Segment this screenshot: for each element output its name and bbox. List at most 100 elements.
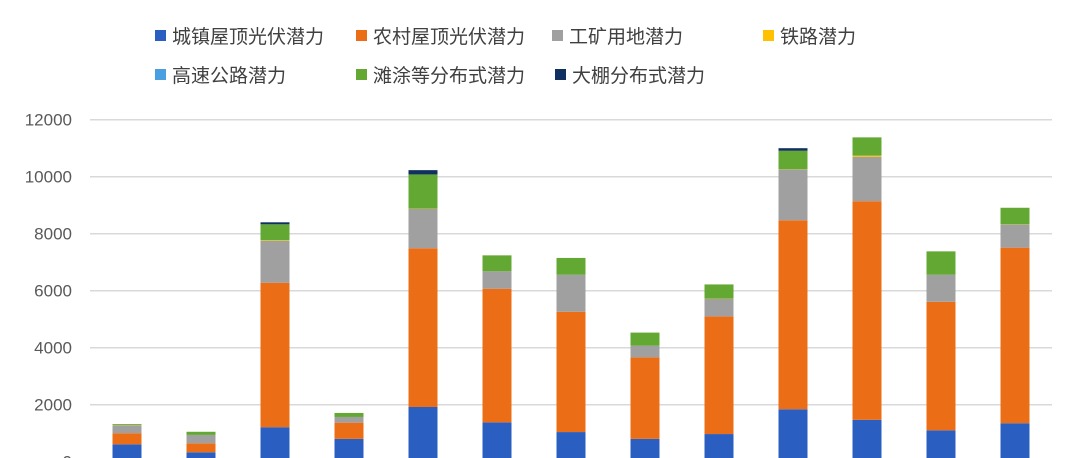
- y-tick-label: 0: [63, 453, 72, 458]
- bar-segment: [186, 431, 216, 435]
- y-tick-label: 6000: [34, 282, 72, 301]
- bar-segment: [778, 409, 808, 458]
- bar-segment: [112, 424, 142, 425]
- legend-item: 工矿用地潜力: [552, 26, 683, 48]
- bar-stack-12: [926, 251, 956, 458]
- bar-segment: [1000, 207, 1030, 225]
- bar-segment: [260, 282, 290, 428]
- y-tick-label: 4000: [34, 339, 72, 358]
- bar-segment: [482, 255, 512, 272]
- bar-segment: [852, 156, 882, 202]
- bar-segment: [926, 274, 956, 302]
- bar-segment: [852, 155, 882, 157]
- bar-segment: [408, 406, 438, 458]
- legend-item: 大棚分布式潜力: [555, 65, 705, 87]
- bar-segment: [926, 301, 956, 431]
- bar-segment: [556, 311, 586, 433]
- legend-label: 农村屋顶光伏潜力: [373, 26, 525, 48]
- bar-segment: [112, 444, 142, 458]
- bar-segment: [1000, 423, 1030, 458]
- bar-segment: [186, 443, 216, 453]
- bar-segment: [408, 248, 438, 407]
- legend-item: 高速公路潜力: [155, 65, 286, 87]
- bar-stack-2: [186, 431, 216, 458]
- bar-segment: [630, 357, 660, 439]
- bar-segment: [260, 240, 290, 283]
- legend-swatch: [552, 30, 563, 41]
- bar-stack-11: [852, 137, 882, 458]
- y-axis-ticks: 0 2000 4000 6000 8000 10000 12000: [25, 111, 72, 458]
- bar-segment: [556, 274, 586, 312]
- y-tick-label: 2000: [34, 396, 72, 415]
- legend-label: 城镇屋顶光伏潜力: [172, 26, 324, 48]
- legend-swatch: [155, 30, 166, 41]
- bar-stack-1: [112, 424, 142, 458]
- bar-segment: [556, 432, 586, 458]
- legend-label: 大棚分布式潜力: [572, 65, 705, 87]
- bar-segment: [630, 332, 660, 346]
- bar-segment: [482, 422, 512, 458]
- bar-segment: [704, 298, 734, 317]
- bar-segment: [630, 345, 660, 358]
- bar-segment: [112, 425, 142, 434]
- bar-segment: [778, 169, 808, 221]
- legend-label: 高速公路潜力: [172, 65, 286, 87]
- bar-stack-7: [556, 257, 586, 458]
- bar-segment: [482, 271, 512, 289]
- bar-segment: [926, 251, 956, 275]
- bar-segment: [260, 427, 290, 458]
- bar-segment: [778, 220, 808, 410]
- legend-swatch: [356, 30, 367, 41]
- bar-stack-6: [482, 255, 512, 458]
- bar-segment: [260, 222, 290, 225]
- bar-segment: [334, 422, 364, 439]
- bar-segment: [186, 452, 216, 458]
- y-tick-label: 8000: [34, 225, 72, 244]
- bar-segment: [482, 288, 512, 423]
- y-tick-label: 10000: [25, 168, 72, 187]
- legend-item: 农村屋顶光伏潜力: [356, 26, 525, 48]
- bar-segment: [1000, 224, 1030, 248]
- bar-stack-10: [778, 148, 808, 458]
- bar-segment: [778, 150, 808, 170]
- legend-label: 滩涂等分布式潜力: [373, 65, 525, 87]
- legend-label: 工矿用地潜力: [569, 26, 683, 48]
- bar-stack-9: [704, 284, 734, 458]
- bar-stack-4: [334, 412, 364, 458]
- legend-item: 滩涂等分布式潜力: [356, 65, 525, 87]
- bar-segment: [704, 316, 734, 435]
- bar-segment: [408, 208, 438, 249]
- bar-segment: [334, 438, 364, 458]
- bar-segment: [334, 416, 364, 423]
- bar-segment: [186, 434, 216, 444]
- bar-stack-8: [630, 332, 660, 458]
- legend-label: 铁路潜力: [780, 26, 856, 48]
- bar-stack-5: [408, 170, 438, 458]
- bar-segment: [334, 412, 364, 417]
- bar-segment: [926, 430, 956, 458]
- legend-swatch: [555, 69, 566, 80]
- legend-item: 铁路潜力: [763, 26, 856, 48]
- bar-segment: [260, 224, 290, 241]
- bar-segment: [704, 434, 734, 458]
- legend-swatch: [763, 30, 774, 41]
- legend-item: 城镇屋顶光伏潜力: [155, 26, 324, 48]
- bar-segment: [630, 438, 660, 458]
- y-tick-label: 12000: [25, 111, 72, 130]
- bars: [112, 137, 1030, 458]
- bar-segment: [112, 433, 142, 445]
- legend-swatch: [356, 69, 367, 80]
- bar-segment: [852, 201, 882, 420]
- legend-swatch: [155, 69, 166, 80]
- bar-segment: [556, 257, 586, 275]
- bar-segment: [704, 284, 734, 299]
- bar-segment: [408, 170, 438, 175]
- bar-segment: [852, 137, 882, 156]
- bar-stack-3: [260, 222, 290, 458]
- bar-segment: [778, 148, 808, 151]
- bar-segment: [408, 174, 438, 209]
- bar-segment: [1000, 247, 1030, 424]
- bar-segment: [852, 419, 882, 458]
- bar-stack-13: [1000, 207, 1030, 458]
